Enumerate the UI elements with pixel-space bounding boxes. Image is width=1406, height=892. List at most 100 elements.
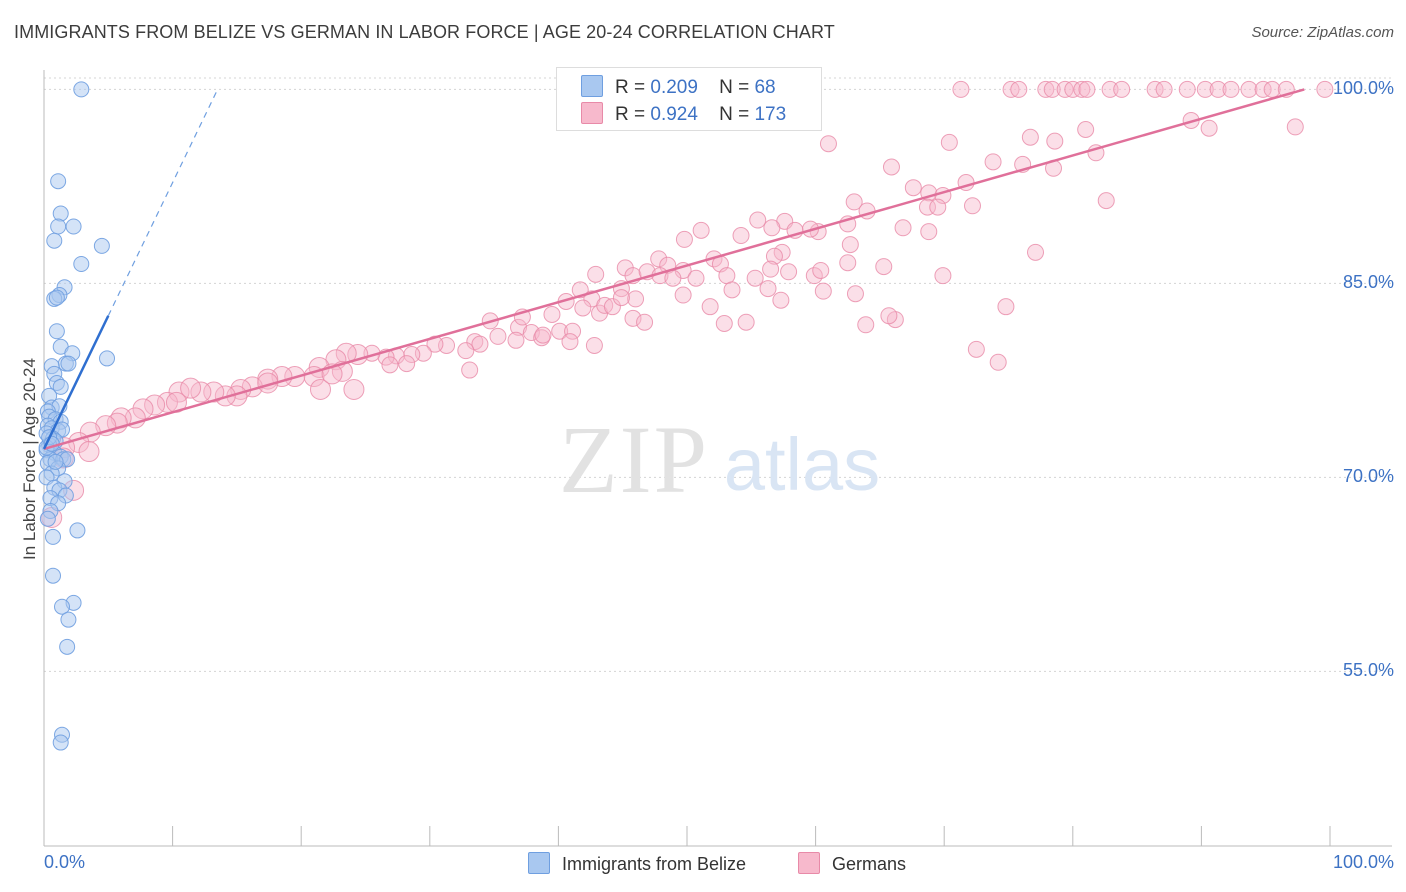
- point-belize: [69, 522, 86, 539]
- point-germans: [875, 258, 893, 276]
- legend-n-label: N =: [719, 77, 750, 98]
- point-germans: [1064, 80, 1082, 98]
- point-germans: [1010, 80, 1028, 98]
- point-germans: [904, 179, 922, 197]
- point-germans: [309, 378, 331, 400]
- point-germans: [1043, 80, 1061, 98]
- point-belize: [99, 350, 116, 367]
- point-germans: [1146, 80, 1164, 98]
- point-germans: [746, 269, 764, 287]
- chart-title: IMMIGRANTS FROM BELIZE VS GERMAN IN LABO…: [14, 22, 835, 42]
- point-germans: [1316, 80, 1334, 98]
- y-tick-label: 85.0%: [1342, 272, 1394, 293]
- point-germans: [510, 318, 528, 336]
- point-germans: [920, 223, 938, 241]
- bottom-legend-label-belize: Immigrants from Belize: [562, 854, 747, 874]
- legend-r-value-germans: 0.924: [650, 104, 698, 125]
- point-germans: [564, 322, 582, 340]
- point-germans: [715, 314, 733, 332]
- point-germans: [929, 198, 947, 216]
- point-germans: [989, 353, 1007, 371]
- point-germans: [1077, 120, 1095, 138]
- point-germans: [718, 267, 736, 285]
- point-belize: [59, 638, 76, 655]
- bottom-legend-germans: Germans: [798, 852, 906, 875]
- y-tick-label: 100.0%: [1332, 78, 1394, 99]
- trend-belize-extension: [107, 89, 219, 316]
- point-germans: [561, 333, 579, 351]
- point-germans: [180, 377, 202, 399]
- point-germans: [687, 269, 705, 287]
- point-germans: [701, 298, 719, 316]
- point-germans: [466, 333, 484, 351]
- point-germans: [967, 340, 985, 358]
- point-germans: [674, 286, 692, 304]
- point-belize: [65, 218, 82, 235]
- point-germans: [1222, 80, 1240, 98]
- point-germans: [857, 316, 875, 334]
- point-germans: [1097, 192, 1115, 210]
- point-belize: [47, 453, 64, 470]
- watermark-zip: ZIP: [559, 406, 709, 513]
- trend-belize: [42, 315, 110, 450]
- point-germans: [650, 250, 668, 268]
- point-germans: [749, 211, 767, 229]
- point-germans: [78, 441, 100, 463]
- gridlines: [44, 77, 1392, 672]
- point-belize: [52, 734, 69, 751]
- point-germans: [551, 322, 569, 340]
- point-germans: [934, 267, 952, 285]
- point-germans: [772, 291, 790, 309]
- legend-r-label: R =: [615, 77, 646, 98]
- point-belize: [60, 355, 77, 372]
- point-germans: [203, 381, 225, 403]
- x-axis-max-label: 100.0%: [1332, 852, 1394, 872]
- point-germans: [841, 236, 859, 254]
- point-germans: [732, 227, 750, 245]
- legend-swatch-germans: [581, 102, 603, 124]
- point-germans: [1240, 80, 1258, 98]
- point-germans: [457, 342, 475, 360]
- legend-n-value-germans: 173: [754, 104, 787, 125]
- point-germans: [845, 193, 863, 211]
- trend-lines: [42, 88, 1305, 451]
- point-germans: [1113, 80, 1131, 98]
- point-belize: [50, 218, 67, 235]
- point-belize: [73, 81, 90, 98]
- point-germans: [762, 260, 780, 278]
- point-germans: [636, 313, 654, 331]
- y-axis-label: In Labor Force | Age 20-24: [20, 358, 39, 560]
- point-germans: [984, 153, 1002, 171]
- point-germans: [963, 197, 981, 215]
- watermark: ZIP atlas: [559, 406, 880, 513]
- bottom-legend-label-germans: Germans: [832, 854, 907, 874]
- point-belize: [52, 205, 69, 222]
- axes: [43, 70, 1392, 847]
- point-germans: [627, 290, 645, 308]
- point-germans: [952, 80, 970, 98]
- point-germans: [543, 305, 561, 323]
- point-belize: [46, 232, 63, 249]
- legend-row-germans: R = 0.924 N = 173: [581, 102, 786, 128]
- point-germans: [587, 265, 605, 283]
- point-germans: [1254, 80, 1272, 98]
- point-germans: [894, 219, 912, 237]
- point-germans: [1037, 80, 1055, 98]
- bottom-legend-swatch-germans: [798, 852, 820, 874]
- legend-swatch-belize: [581, 75, 603, 97]
- y-tick-label: 70.0%: [1342, 466, 1394, 487]
- point-germans: [1073, 80, 1091, 98]
- point-belize: [45, 567, 62, 584]
- point-germans: [918, 198, 936, 216]
- point-germans: [737, 313, 755, 331]
- point-germans: [534, 326, 552, 344]
- point-germans: [156, 391, 178, 413]
- point-germans: [1021, 128, 1039, 146]
- point-germans: [763, 219, 781, 237]
- point-germans: [343, 378, 365, 400]
- source-credit: Source: ZipAtlas.com: [1251, 24, 1394, 41]
- point-germans: [759, 280, 777, 298]
- point-germans: [882, 158, 900, 176]
- point-germans: [1155, 80, 1173, 98]
